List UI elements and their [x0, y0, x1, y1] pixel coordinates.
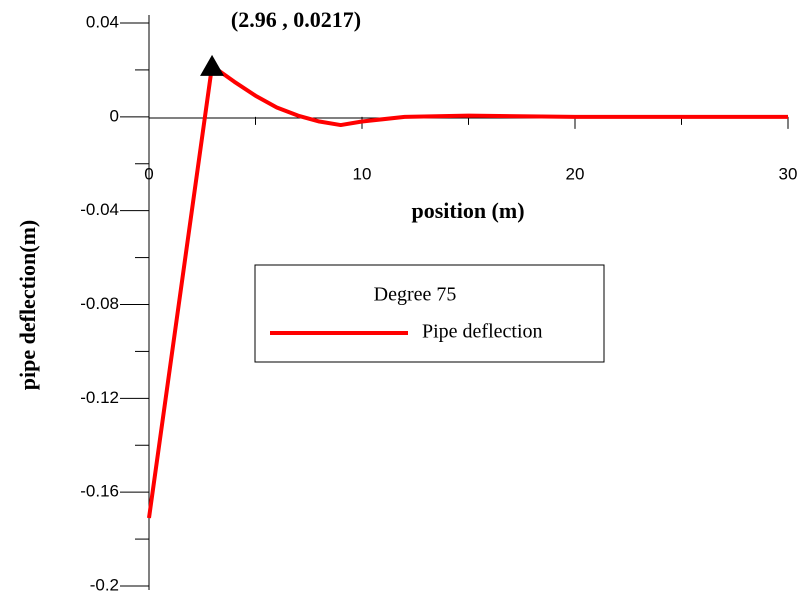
- legend-label: Pipe deflection: [422, 321, 543, 343]
- x-tick-label: 10: [353, 164, 372, 183]
- x-tick-label: 0: [144, 164, 153, 183]
- y-tick-label: -0.2: [90, 575, 119, 594]
- y-axis-label: pipe deflection(m): [15, 220, 40, 390]
- x-tick-label: 20: [566, 164, 585, 183]
- x-axis-label: position (m): [411, 198, 524, 223]
- legend-box: [254, 264, 605, 363]
- annotation-marker: [200, 54, 225, 76]
- y-tick-label: 0: [110, 106, 119, 125]
- y-tick-label: -0.04: [80, 200, 119, 219]
- y-tick-label: 0.04: [86, 12, 119, 31]
- annotation-label: (2.96 , 0.0217): [231, 7, 361, 32]
- legend-title: Degree 75: [374, 284, 457, 306]
- x-tick-label: 30: [779, 164, 798, 183]
- y-tick-label: -0.16: [80, 482, 119, 501]
- y-tick-label: -0.08: [80, 294, 119, 313]
- y-tick-label: -0.12: [80, 388, 119, 407]
- series-line: [147, 63, 788, 519]
